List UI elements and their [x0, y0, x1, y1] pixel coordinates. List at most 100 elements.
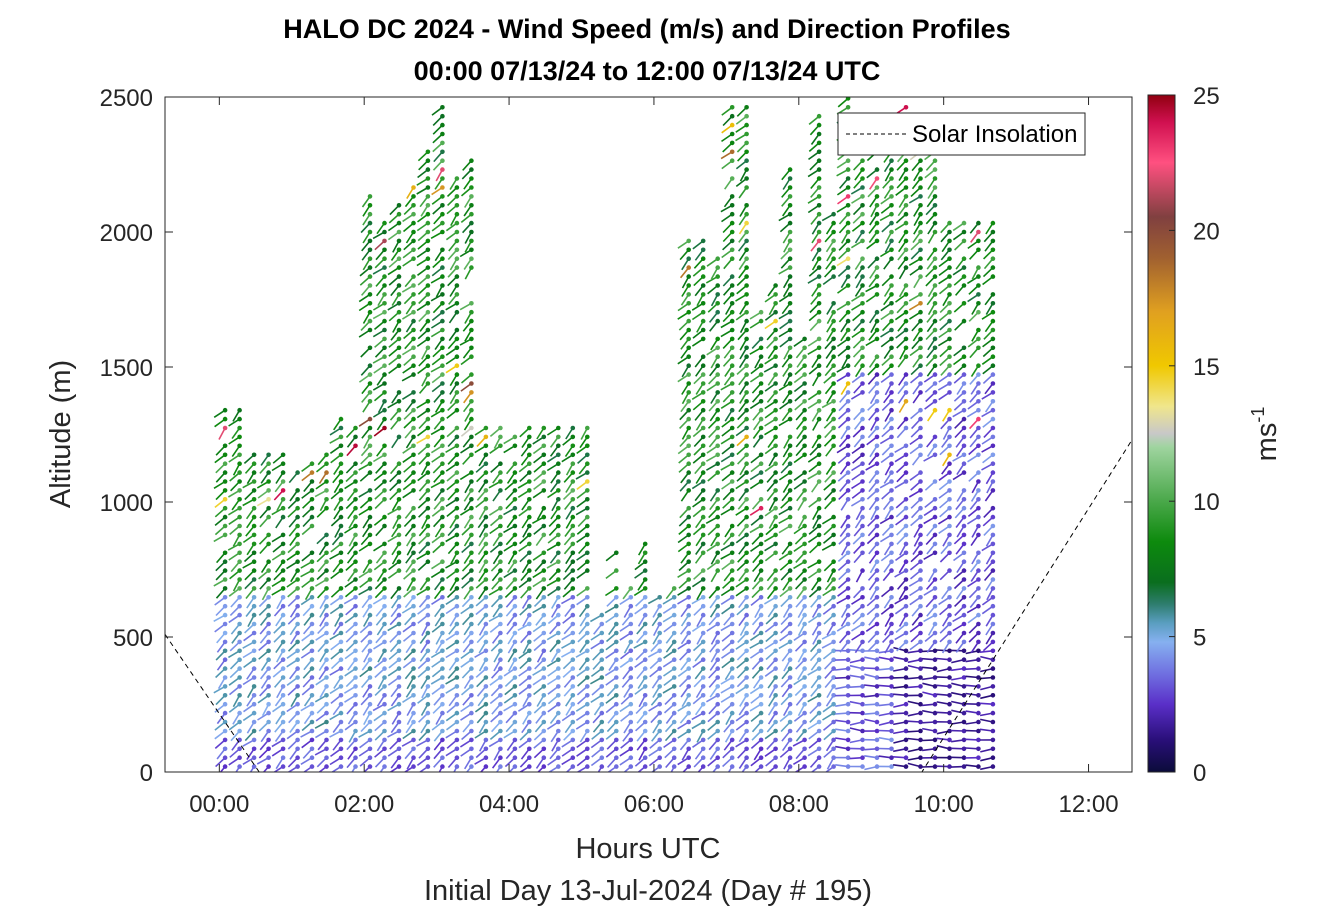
- wind-barb-dot: [700, 425, 706, 431]
- wind-barb-dot: [382, 283, 387, 288]
- wind-barb-dot: [570, 595, 576, 600]
- wind-barb-dot: [266, 666, 271, 671]
- wind-barb-dot: [295, 505, 300, 511]
- wind-barb-dot: [266, 719, 271, 725]
- wind-barb-dot: [845, 434, 851, 440]
- wind-barb-dot: [295, 764, 300, 769]
- wind-barb-dot: [802, 710, 807, 716]
- wind-barb-dot: [280, 693, 286, 698]
- wind-barb-dot: [918, 639, 923, 645]
- wind-barb-dot: [744, 407, 749, 413]
- wind-barb-dot: [816, 523, 822, 529]
- wind-barb-dot: [222, 657, 228, 662]
- wind-barb-dot: [411, 372, 416, 377]
- wind-barb-dot: [845, 479, 851, 484]
- wind-barb-dot: [787, 372, 793, 377]
- wind-barb-dot: [382, 229, 387, 235]
- wind-barb-dot: [903, 203, 909, 208]
- wind-barb-dot: [454, 407, 460, 413]
- wind-barb-dot: [280, 630, 286, 636]
- wind-barb-dot: [527, 541, 532, 547]
- wind-barb-dot: [556, 479, 561, 484]
- wind-barb-dot: [874, 185, 880, 190]
- wind-barb-dot: [744, 657, 749, 662]
- wind-barb-dot: [932, 541, 938, 547]
- wind-barb-dot: [758, 648, 764, 654]
- wind-barb-dot: [425, 229, 431, 235]
- wind-barb-dot: [729, 595, 735, 600]
- wind-barb-dot: [932, 443, 938, 449]
- wind-barb-dot: [831, 595, 836, 600]
- wind-barb-dot: [903, 595, 909, 600]
- wind-barb-dot: [527, 577, 532, 582]
- wind-barb-dot: [918, 211, 923, 217]
- wind-barb-dot: [251, 701, 257, 707]
- wind-barb-dot: [889, 684, 894, 689]
- wind-barb-dot: [715, 630, 720, 636]
- wind-barb-dot: [918, 416, 923, 422]
- wind-barb-dot: [541, 755, 547, 760]
- wind-barb-dot: [425, 603, 431, 609]
- wind-barb-dot: [469, 354, 474, 360]
- wind-barb-dot: [541, 470, 547, 475]
- wind-barb-dot: [396, 309, 402, 315]
- wind-barb-dot: [744, 461, 749, 467]
- wind-barb-dot: [758, 452, 764, 458]
- wind-barb-dot: [237, 505, 242, 511]
- wind-barb-dot: [744, 336, 749, 342]
- wind-barb-dot: [338, 443, 344, 449]
- wind-barb-dot: [831, 381, 836, 386]
- wind-barb-dot: [758, 532, 764, 538]
- wind-barb-dot: [932, 301, 938, 306]
- wind-barb-dot: [411, 719, 416, 725]
- wind-barb-dot: [237, 764, 242, 769]
- wind-barb-dot: [715, 505, 720, 511]
- wind-barb-dot: [295, 728, 300, 734]
- wind-barb-dot: [686, 363, 691, 369]
- wind-barb-dot: [266, 505, 271, 511]
- wind-barb-dot: [338, 701, 344, 707]
- wind-barb-dot: [411, 648, 416, 654]
- wind-barb-dot: [498, 514, 503, 520]
- wind-barb-dot: [889, 238, 894, 244]
- wind-barb-dot: [816, 666, 822, 671]
- wind-barb-dot: [266, 497, 271, 502]
- wind-barb-dot: [918, 479, 923, 484]
- wind-barb-dot: [512, 505, 518, 511]
- wind-barb-dot: [599, 755, 605, 760]
- wind-barb-dot: [787, 220, 793, 226]
- wind-barb-dot: [758, 479, 764, 484]
- wind-barb-dot: [918, 675, 923, 680]
- wind-barb-dot: [251, 452, 257, 458]
- wind-barb-dot: [483, 488, 489, 493]
- wind-barb-dot: [758, 434, 764, 440]
- wind-barb-dot: [729, 452, 735, 458]
- wind-barb-dot: [425, 301, 431, 306]
- wind-barb-dot: [309, 639, 315, 645]
- wind-barb-dot: [251, 577, 257, 582]
- wind-barb-dot: [671, 710, 677, 716]
- wind-barb-dot: [469, 621, 474, 627]
- wind-barb-dot: [454, 176, 460, 181]
- wind-barb-dot: [556, 550, 561, 556]
- wind-barb-dot: [556, 603, 561, 609]
- wind-barb-dot: [802, 354, 807, 360]
- wind-barb-dot: [889, 639, 894, 645]
- wind-barb-dot: [889, 345, 894, 351]
- wind-barb-dot: [338, 595, 344, 600]
- wind-barb-dot: [903, 176, 909, 181]
- wind-barb-dot: [454, 345, 460, 351]
- wind-barb-dot: [541, 657, 547, 662]
- wind-barb-dot: [237, 470, 242, 475]
- wind-barb-dot: [498, 488, 503, 493]
- wind-barb-dot: [860, 719, 865, 725]
- wind-barb-dot: [947, 541, 952, 547]
- wind-barb-dot: [614, 666, 619, 671]
- wind-barb-dot: [251, 737, 257, 743]
- wind-barb-dot: [787, 390, 793, 395]
- wind-barb-dot: [758, 354, 764, 360]
- wind-barb-dot: [903, 416, 909, 422]
- wind-barb-dot: [266, 684, 271, 689]
- wind-barb-dot: [816, 131, 822, 137]
- wind-barb-dot: [773, 666, 778, 671]
